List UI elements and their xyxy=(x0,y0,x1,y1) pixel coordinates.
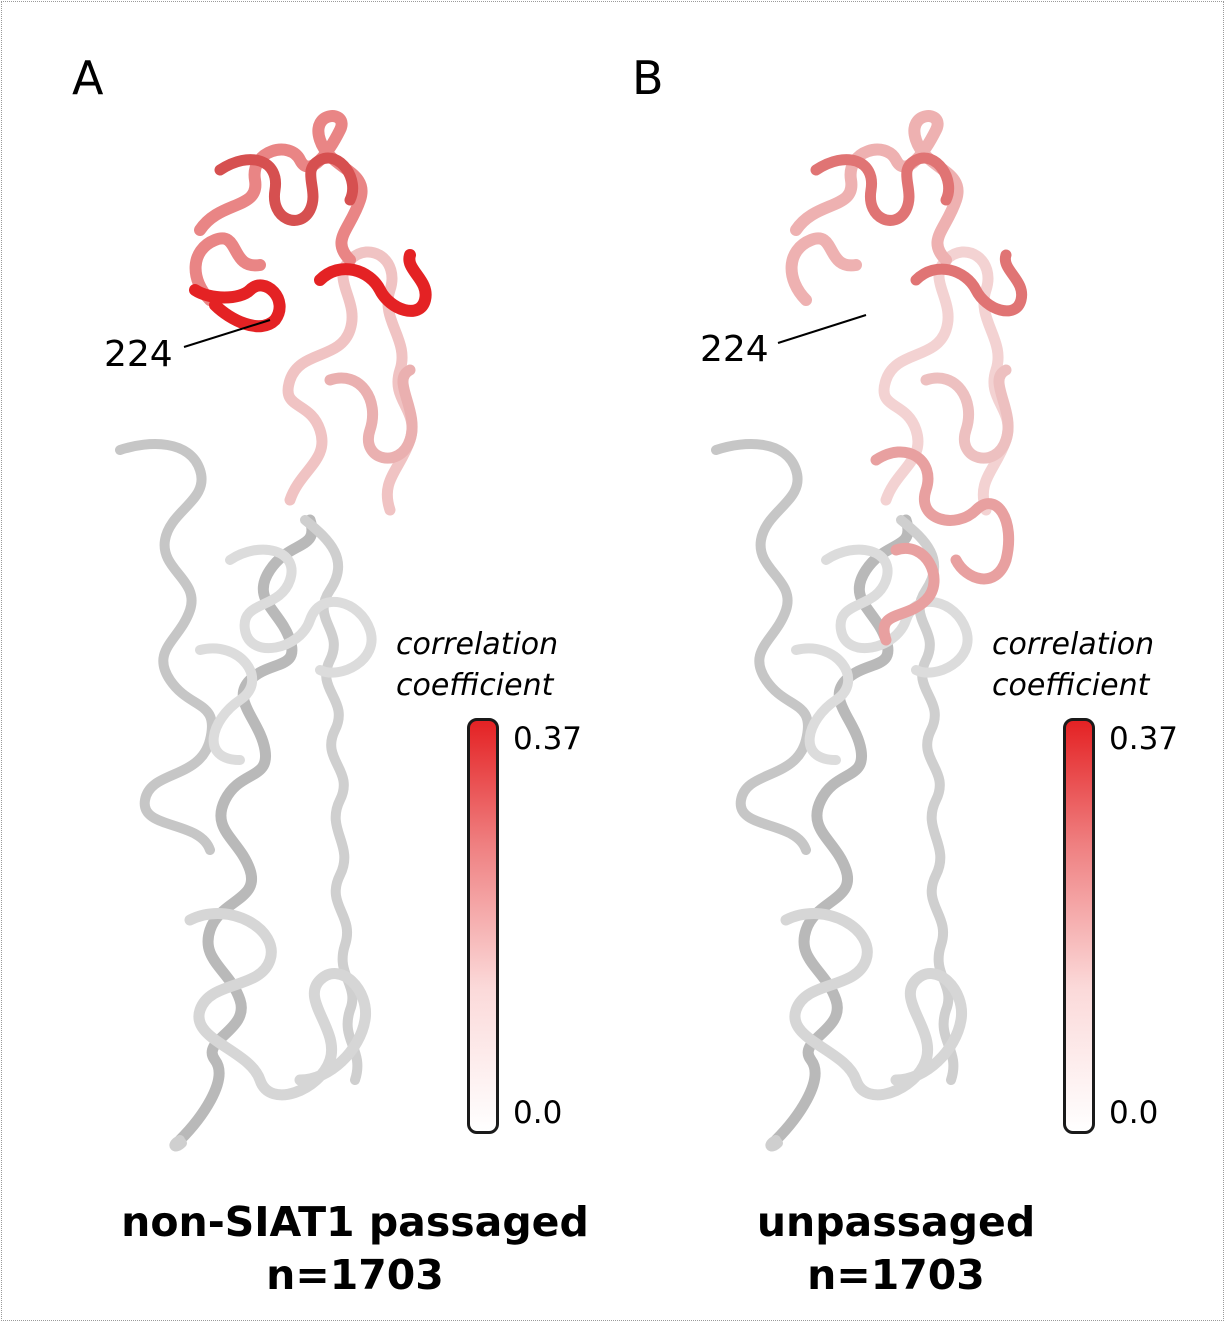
backbone-stem xyxy=(174,514,318,1146)
backbone-head-upper xyxy=(810,152,1028,317)
backbone-head-mid xyxy=(785,110,964,306)
panel-letter: B xyxy=(632,51,664,105)
backbone-stem xyxy=(770,514,914,1146)
protein-structure-b xyxy=(711,110,1028,1152)
residue-pointer-line xyxy=(183,319,271,348)
panel-letter: A xyxy=(72,51,104,105)
panel-a: A 224 correlation coefficient xyxy=(0,0,600,1322)
colorbar-max-label: 0.37 xyxy=(513,721,583,757)
backbone-head-right xyxy=(324,364,418,464)
backbone-head-upper xyxy=(214,152,359,226)
colorbar-title-line1: correlation xyxy=(992,627,1155,662)
backbone-head-lower-pink xyxy=(870,446,1015,646)
backbone-tail xyxy=(169,1135,187,1152)
backbone-head-mid xyxy=(189,110,368,306)
backbone-tail xyxy=(765,1135,783,1152)
caption-line2: n=1703 xyxy=(266,1251,444,1300)
backbone-helix-left xyxy=(711,439,813,855)
colorbar-title: correlation coefficient xyxy=(396,624,558,707)
protein-structure-a xyxy=(115,110,432,1152)
colorbar-min-label: 0.0 xyxy=(513,1095,563,1131)
colorbar-max-label: 0.37 xyxy=(1109,721,1179,757)
residue-pointer-line xyxy=(777,314,867,344)
residue-label: 224 xyxy=(700,329,769,370)
caption-line2: n=1703 xyxy=(807,1251,985,1300)
panel-caption: unpassaged n=1703 xyxy=(626,1196,1166,1303)
backbone-head-hot xyxy=(189,249,432,333)
backbone-helix-left xyxy=(115,439,217,855)
colorbar-title-line2: coefficient xyxy=(396,668,554,704)
colorbar xyxy=(467,718,499,1134)
residue-label: 224 xyxy=(104,334,173,375)
caption-line1: non-SIAT1 passaged xyxy=(121,1198,589,1246)
colorbar-title: correlation coefficient xyxy=(992,624,1154,707)
caption-line1: unpassaged xyxy=(756,1198,1036,1246)
backbone-mid-coils xyxy=(791,544,973,765)
backbone-lower-coils xyxy=(780,908,968,1101)
backbone-head-right xyxy=(920,364,1014,464)
panel-b: B 224 correlation coefficient 0.37 0.0 u… xyxy=(596,0,1196,1322)
colorbar-min-label: 0.0 xyxy=(1109,1095,1159,1131)
backbone-lower-coils xyxy=(184,908,372,1101)
panel-caption: non-SIAT1 passaged n=1703 xyxy=(55,1196,655,1303)
backbone-mid-coils xyxy=(195,544,377,765)
colorbar-title-line1: correlation xyxy=(396,627,559,662)
colorbar-title-line2: coefficient xyxy=(992,668,1150,704)
colorbar xyxy=(1063,718,1095,1134)
